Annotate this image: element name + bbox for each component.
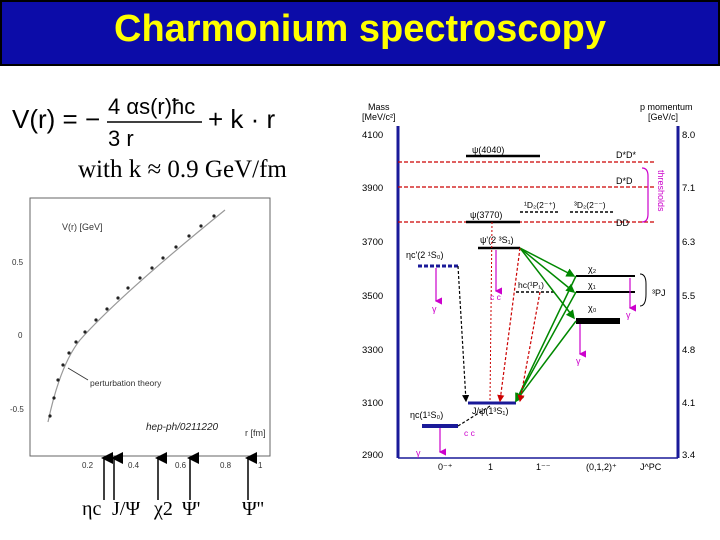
formula-numerator: 4 αs(r)ħc bbox=[108, 94, 195, 119]
state-d2: ¹D₂(2⁻⁺) bbox=[524, 200, 556, 210]
state-jpsi1s: J/ψ(1³S₁) bbox=[472, 406, 508, 416]
state-chi2: χ₂ bbox=[588, 264, 597, 274]
state-pj: ³PJ bbox=[652, 288, 666, 298]
jpc-label: (0,1,2)⁺ bbox=[586, 462, 617, 472]
potential-plot: V(r) [GeV] 0.5 0 -0.5 0.2 0.4 0.6 0.8 1 … bbox=[10, 197, 271, 470]
transition-psi2s-jpsi bbox=[497, 247, 521, 403]
momentum-tick: 6.3 bbox=[682, 237, 695, 248]
transition-psi2s-chi0 bbox=[519, 247, 575, 320]
momentum-tick: 5.5 bbox=[682, 291, 695, 302]
formula-svg: V(r) = − 4 αs(r)ħc 3 r + k · r bbox=[12, 94, 276, 151]
state-psi4040: ψ(4040) bbox=[472, 145, 504, 155]
mass-tick: 3100 bbox=[362, 398, 383, 409]
gamma-label: γ bbox=[626, 310, 631, 320]
momentum-tick: 7.1 bbox=[682, 183, 695, 194]
x-tick-label: 0.2 bbox=[82, 461, 94, 470]
jpc-label: 1⁻⁻ bbox=[536, 462, 551, 472]
ccbar-label: c c bbox=[464, 428, 476, 438]
transition-psi3770 bbox=[489, 221, 493, 402]
transition-hc-jpsi bbox=[517, 291, 541, 403]
x-tick-label: 0.4 bbox=[128, 461, 140, 470]
mass-tick: 3700 bbox=[362, 237, 383, 248]
state-d3: ³D₂(2⁻⁻) bbox=[574, 200, 606, 210]
plot-x-label: r [fm] bbox=[245, 428, 266, 438]
transition-etac2s bbox=[457, 265, 470, 403]
state-arrows bbox=[101, 452, 257, 500]
annotation-leader bbox=[67, 367, 89, 381]
x-tick-label: 1 bbox=[258, 461, 263, 470]
x-tick-label: 0.6 bbox=[175, 461, 187, 470]
plot-y-label: V(r) [GeV] bbox=[62, 222, 103, 232]
charmonium-level-diagram: Mass [MeV/c²] p momentum [GeV/c] 4100 39… bbox=[362, 102, 695, 472]
mass-tick: 3900 bbox=[362, 183, 383, 194]
right-axis-unit: [GeV/c] bbox=[648, 112, 678, 122]
state-etac2s: ηc'(2 ¹S₀) bbox=[406, 250, 443, 260]
potential-curve bbox=[47, 209, 226, 423]
k-note: with k ≈ 0.9 GeV/fm bbox=[78, 156, 287, 183]
threshold-label: DD bbox=[616, 218, 629, 228]
state-etac1s: ηc(1¹S₀) bbox=[410, 410, 443, 420]
transition-etac1s-link bbox=[457, 405, 491, 427]
momentum-tick: 8.0 bbox=[682, 130, 695, 141]
momentum-tick: 3.4 bbox=[682, 450, 695, 461]
thresholds-label: thresholds bbox=[656, 170, 666, 212]
state-chi0: χ₀ bbox=[588, 303, 597, 313]
right-axis-title: p momentum bbox=[640, 102, 693, 112]
left-axis-unit: [MeV/c²] bbox=[362, 112, 396, 122]
reference-label: hep-ph/0211220 bbox=[146, 422, 219, 433]
formula-lhs: V(r) = − bbox=[12, 104, 100, 134]
transition-chi1-jpsi bbox=[515, 291, 577, 403]
label-chi2: χ2 bbox=[154, 498, 173, 520]
title-bar: Charmonium spectroscopy bbox=[0, 0, 720, 66]
threshold-label: D*D* bbox=[616, 150, 637, 160]
threshold-label: D*D bbox=[616, 176, 633, 186]
transition-psi2s-chi1 bbox=[519, 247, 576, 293]
perturbation-label: perturbation theory bbox=[90, 378, 162, 388]
mass-tick: 2900 bbox=[362, 450, 383, 461]
transition-chi2-jpsi bbox=[515, 275, 577, 403]
momentum-tick: 4.8 bbox=[682, 345, 695, 356]
state-psi3770: ψ(3770) bbox=[470, 210, 502, 220]
formula-rhs: + k · r bbox=[208, 104, 276, 134]
label-etac: ηc bbox=[82, 498, 102, 520]
state-hc: hc(¹P₁) bbox=[518, 280, 544, 290]
transition-psi2s-chi2 bbox=[519, 247, 576, 277]
jpc-label: 1 bbox=[488, 462, 493, 472]
y-tick-label: 0.5 bbox=[12, 258, 24, 267]
threshold-brace bbox=[641, 167, 649, 223]
transition-chi0-jpsi bbox=[515, 320, 577, 403]
plot-frame bbox=[29, 197, 271, 457]
formula-denominator: 3 r bbox=[108, 126, 134, 151]
mass-tick: 4100 bbox=[362, 130, 383, 141]
label-jpsi: J/Ψ bbox=[112, 498, 141, 520]
y-tick-label: 0 bbox=[18, 331, 23, 340]
y-tick-label: -0.5 bbox=[10, 405, 24, 414]
momentum-tick: 4.1 bbox=[682, 398, 695, 409]
page-title: Charmonium spectroscopy bbox=[114, 8, 606, 50]
state-chi1: χ₁ bbox=[588, 280, 596, 290]
x-tick-label: 0.8 bbox=[220, 461, 232, 470]
gamma-label: γ bbox=[416, 448, 421, 458]
lattice-points bbox=[48, 214, 216, 418]
gamma-label: γ bbox=[432, 304, 437, 314]
pj-brace bbox=[639, 273, 647, 307]
jpc-label: J^PC bbox=[640, 462, 662, 472]
ccbar-label: c c bbox=[490, 292, 502, 302]
potential-formula: V(r) = − 4 αs(r)ħc 3 r + k · r bbox=[12, 92, 302, 159]
mass-tick: 3500 bbox=[362, 291, 383, 302]
label-psiprime: Ψ' bbox=[182, 498, 201, 520]
jpc-label: 0⁻⁺ bbox=[438, 462, 453, 472]
gamma-label: γ bbox=[576, 356, 581, 366]
mass-tick: 3300 bbox=[362, 345, 383, 356]
left-axis-title: Mass bbox=[368, 102, 390, 112]
state-psi2s: ψ'(2 ³S₁) bbox=[480, 235, 514, 245]
label-psidoubleprime: Ψ'' bbox=[242, 498, 264, 520]
